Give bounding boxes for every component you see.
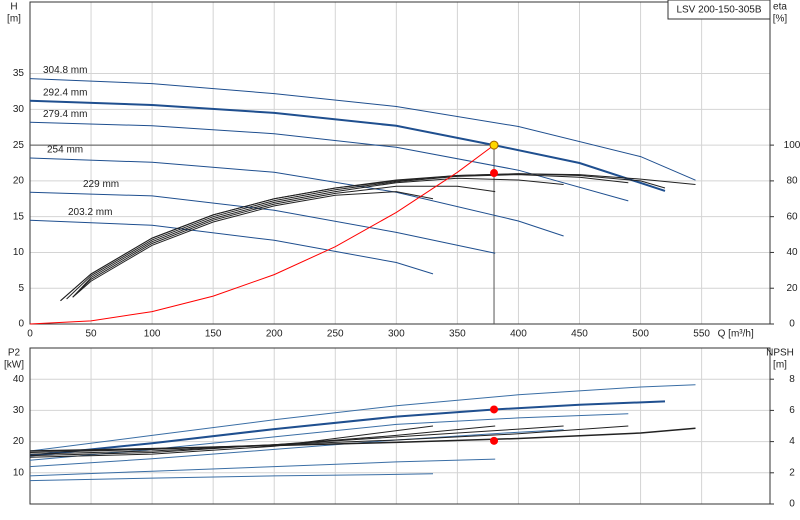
curve xyxy=(72,185,496,298)
x-tick-label: 450 xyxy=(571,329,588,340)
y2-tick-label: 60 xyxy=(786,211,798,222)
y-axis-unit: [kW] xyxy=(4,360,24,371)
y2-tick-label: 4 xyxy=(789,436,795,447)
y2-tick-label: 0 xyxy=(789,319,795,330)
curve-label: 292.4 mm xyxy=(43,87,87,98)
y2-tick-label: 40 xyxy=(786,247,798,258)
curve xyxy=(29,400,666,457)
x-tick-label: 200 xyxy=(266,329,283,340)
y-tick-label: 10 xyxy=(13,247,25,258)
x-tick-label: 0 xyxy=(27,329,33,340)
x-tick-label: 300 xyxy=(388,329,405,340)
y2-tick-label: 8 xyxy=(789,374,795,385)
curve xyxy=(29,144,495,325)
curve xyxy=(29,219,434,275)
curve-label: 229 mm xyxy=(83,179,119,190)
curve-label: 203.2 mm xyxy=(68,207,112,218)
y2-tick-label: 80 xyxy=(786,176,798,187)
operating-point xyxy=(490,436,499,445)
y2-axis-label: NPSH xyxy=(766,348,794,359)
y-axis-label: H xyxy=(10,2,17,13)
curve-label: 254 mm xyxy=(47,145,83,156)
y2-tick-label: 2 xyxy=(789,467,795,478)
y-tick-label: 40 xyxy=(13,374,25,385)
y-tick-label: 10 xyxy=(13,467,25,478)
curve xyxy=(72,177,564,298)
y2-axis-unit: [m] xyxy=(773,360,787,371)
y-tick-label: 25 xyxy=(13,140,25,151)
curve xyxy=(29,157,564,237)
y-axis-unit: [m] xyxy=(7,14,21,25)
x-tick-label: 150 xyxy=(205,329,222,340)
y2-tick-label: 0 xyxy=(789,499,795,510)
curve xyxy=(29,425,434,458)
x-tick-label: 250 xyxy=(327,329,344,340)
x-axis-label: Q [m³/h] xyxy=(718,329,754,340)
y-tick-label: 5 xyxy=(18,283,24,294)
y2-axis-label: eta xyxy=(773,2,787,13)
y2-tick-label: 20 xyxy=(786,283,798,294)
x-tick-label: 400 xyxy=(510,329,527,340)
y-tick-label: 15 xyxy=(13,211,25,222)
y-tick-label: 20 xyxy=(13,176,25,187)
y-tick-label: 30 xyxy=(13,104,25,115)
y-axis-label: P2 xyxy=(8,348,21,359)
plot-frame xyxy=(29,1,771,325)
curve xyxy=(29,425,629,453)
operating-point xyxy=(489,140,499,150)
curve xyxy=(29,99,666,192)
curve xyxy=(29,191,496,254)
x-tick-label: 50 xyxy=(85,329,97,340)
x-tick-label: 100 xyxy=(144,329,161,340)
y-tick-label: 0 xyxy=(18,319,24,330)
title-box xyxy=(667,0,771,20)
y2-tick-label: 100 xyxy=(784,140,800,151)
y-tick-label: 30 xyxy=(13,405,25,416)
curve xyxy=(66,174,629,300)
plot-frame xyxy=(29,347,771,505)
curve xyxy=(29,425,496,457)
curve xyxy=(29,473,434,482)
curve xyxy=(72,191,434,298)
y-tick-label: 20 xyxy=(13,436,25,447)
x-tick-label: 550 xyxy=(693,329,710,340)
y-tick-label: 35 xyxy=(13,68,25,79)
curve xyxy=(60,173,666,302)
y2-axis-unit: [%] xyxy=(773,14,788,25)
operating-point xyxy=(490,405,499,414)
y2-tick-label: 6 xyxy=(789,405,795,416)
curve-label: 279.4 mm xyxy=(43,109,87,120)
curve xyxy=(29,384,696,452)
chart-title: LSV 200-150-305B xyxy=(676,5,761,16)
operating-point xyxy=(490,169,499,178)
curve xyxy=(29,425,564,455)
x-tick-label: 350 xyxy=(449,329,466,340)
curve xyxy=(29,427,696,452)
curve xyxy=(29,78,696,181)
x-tick-label: 500 xyxy=(632,329,649,340)
curve-label: 304.8 mm xyxy=(43,65,87,76)
curve xyxy=(29,458,496,477)
